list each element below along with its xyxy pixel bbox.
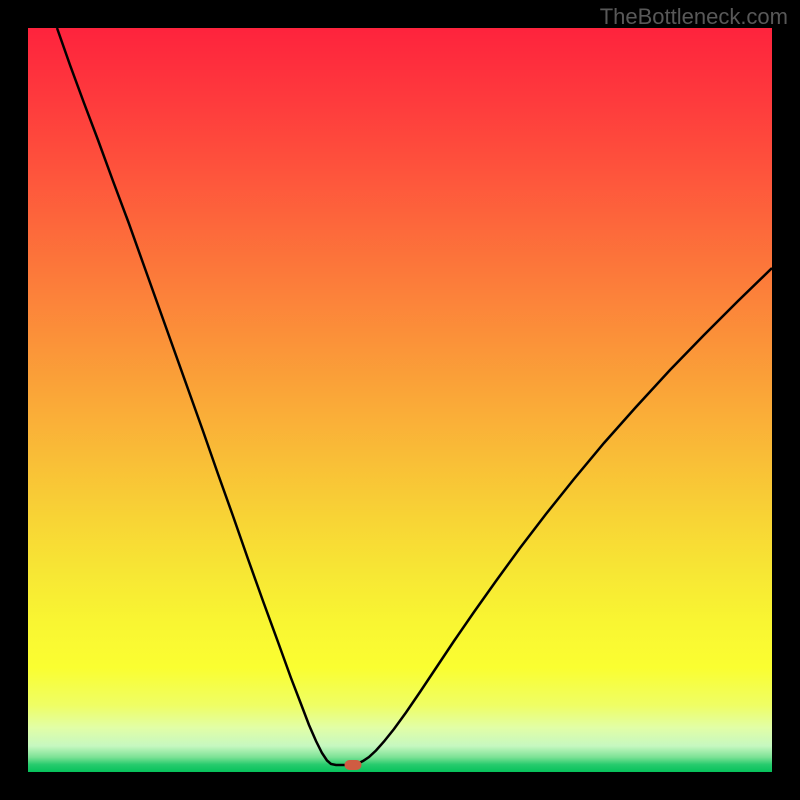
chart-frame bbox=[28, 28, 772, 772]
curve-layer bbox=[28, 28, 772, 772]
optimal-point-marker bbox=[345, 760, 362, 770]
watermark-text: TheBottleneck.com bbox=[600, 4, 788, 30]
bottleneck-curve bbox=[57, 28, 772, 765]
plot-area bbox=[28, 28, 772, 772]
